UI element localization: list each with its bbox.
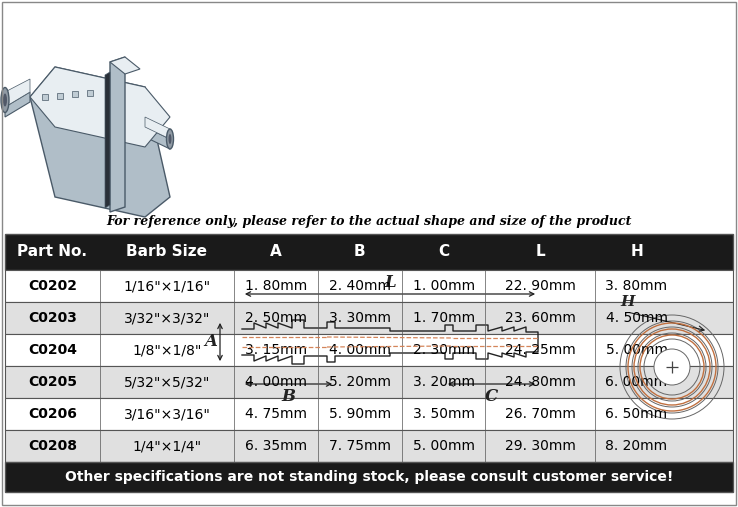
- Text: 2. 50mm: 2. 50mm: [245, 311, 307, 325]
- Text: C: C: [438, 244, 449, 260]
- Text: Other specifications are not standing stock, please consult customer service!: Other specifications are not standing st…: [65, 470, 673, 484]
- Text: 3. 15mm: 3. 15mm: [245, 343, 307, 357]
- Polygon shape: [57, 92, 63, 98]
- Ellipse shape: [168, 134, 171, 144]
- Polygon shape: [242, 320, 538, 364]
- Text: 24. 80mm: 24. 80mm: [505, 375, 576, 389]
- Text: C0203: C0203: [28, 311, 77, 325]
- Text: 5. 00mm: 5. 00mm: [606, 343, 668, 357]
- Text: 6. 50mm: 6. 50mm: [605, 407, 668, 421]
- Text: Part No.: Part No.: [17, 244, 87, 260]
- Polygon shape: [72, 91, 78, 97]
- Text: C: C: [485, 388, 498, 405]
- Text: L: L: [384, 274, 396, 291]
- Polygon shape: [5, 79, 30, 107]
- Text: C0202: C0202: [28, 279, 77, 293]
- Polygon shape: [105, 72, 110, 208]
- Polygon shape: [5, 92, 30, 117]
- Text: 23. 60mm: 23. 60mm: [505, 311, 576, 325]
- Text: 24. 25mm: 24. 25mm: [505, 343, 576, 357]
- Text: 3/32"×3/32": 3/32"×3/32": [124, 311, 210, 325]
- Text: 7. 75mm: 7. 75mm: [329, 439, 391, 453]
- Ellipse shape: [1, 88, 9, 113]
- Text: H: H: [630, 244, 643, 260]
- Text: 6. 00mm: 6. 00mm: [605, 375, 668, 389]
- Polygon shape: [110, 57, 140, 74]
- Text: 4. 00mm: 4. 00mm: [245, 375, 307, 389]
- Text: 26. 70mm: 26. 70mm: [505, 407, 576, 421]
- Text: C0205: C0205: [28, 375, 77, 389]
- Text: 3. 30mm: 3. 30mm: [329, 311, 391, 325]
- Bar: [5, 334, 733, 366]
- Text: 5. 20mm: 5. 20mm: [329, 375, 391, 389]
- Circle shape: [620, 315, 724, 419]
- Text: H: H: [620, 295, 635, 309]
- Bar: [5, 398, 733, 430]
- Text: 1/4"×1/4": 1/4"×1/4": [132, 439, 201, 453]
- Text: L: L: [535, 244, 545, 260]
- Bar: [5, 366, 733, 398]
- Text: 3. 50mm: 3. 50mm: [413, 407, 475, 421]
- Polygon shape: [87, 90, 93, 95]
- Text: 5. 90mm: 5. 90mm: [329, 407, 391, 421]
- Polygon shape: [42, 94, 48, 100]
- Bar: [5, 234, 733, 270]
- Text: B: B: [281, 388, 295, 405]
- Text: 22. 90mm: 22. 90mm: [505, 279, 576, 293]
- Text: 3. 20mm: 3. 20mm: [413, 375, 475, 389]
- Text: 1. 70mm: 1. 70mm: [413, 311, 475, 325]
- Bar: [5, 430, 733, 462]
- Text: 3. 80mm: 3. 80mm: [605, 279, 668, 293]
- Polygon shape: [145, 127, 170, 149]
- Text: 4. 75mm: 4. 75mm: [245, 407, 307, 421]
- Polygon shape: [145, 117, 170, 139]
- Text: 29. 30mm: 29. 30mm: [505, 439, 576, 453]
- Text: A: A: [204, 334, 217, 350]
- Text: B: B: [354, 244, 366, 260]
- Text: 8. 20mm: 8. 20mm: [605, 439, 668, 453]
- Circle shape: [654, 349, 690, 385]
- Text: Barb Size: Barb Size: [126, 244, 207, 260]
- Text: 1/8"×1/8": 1/8"×1/8": [132, 343, 201, 357]
- Text: 2. 30mm: 2. 30mm: [413, 343, 475, 357]
- Polygon shape: [30, 67, 170, 217]
- Ellipse shape: [3, 93, 7, 106]
- Text: 2. 40mm: 2. 40mm: [329, 279, 391, 293]
- Text: 5/32"×5/32": 5/32"×5/32": [124, 375, 210, 389]
- Bar: [5, 302, 733, 334]
- Text: 4. 50mm: 4. 50mm: [606, 311, 668, 325]
- Bar: [5, 462, 733, 492]
- Text: 3/16"×3/16": 3/16"×3/16": [123, 407, 210, 421]
- Text: A: A: [270, 244, 282, 260]
- Text: C0208: C0208: [28, 439, 77, 453]
- Text: 5. 00mm: 5. 00mm: [413, 439, 475, 453]
- Ellipse shape: [167, 129, 173, 149]
- Text: 1. 00mm: 1. 00mm: [413, 279, 475, 293]
- Text: C0206: C0206: [28, 407, 77, 421]
- Text: 1. 80mm: 1. 80mm: [245, 279, 307, 293]
- Text: For reference only, please refer to the actual shape and size of the product: For reference only, please refer to the …: [106, 215, 632, 228]
- Bar: [5, 270, 733, 302]
- Text: 6. 35mm: 6. 35mm: [245, 439, 307, 453]
- Polygon shape: [30, 67, 170, 147]
- Text: 4. 00mm: 4. 00mm: [329, 343, 391, 357]
- Text: 1/16"×1/16": 1/16"×1/16": [123, 279, 210, 293]
- Text: C0204: C0204: [28, 343, 77, 357]
- Polygon shape: [110, 57, 125, 212]
